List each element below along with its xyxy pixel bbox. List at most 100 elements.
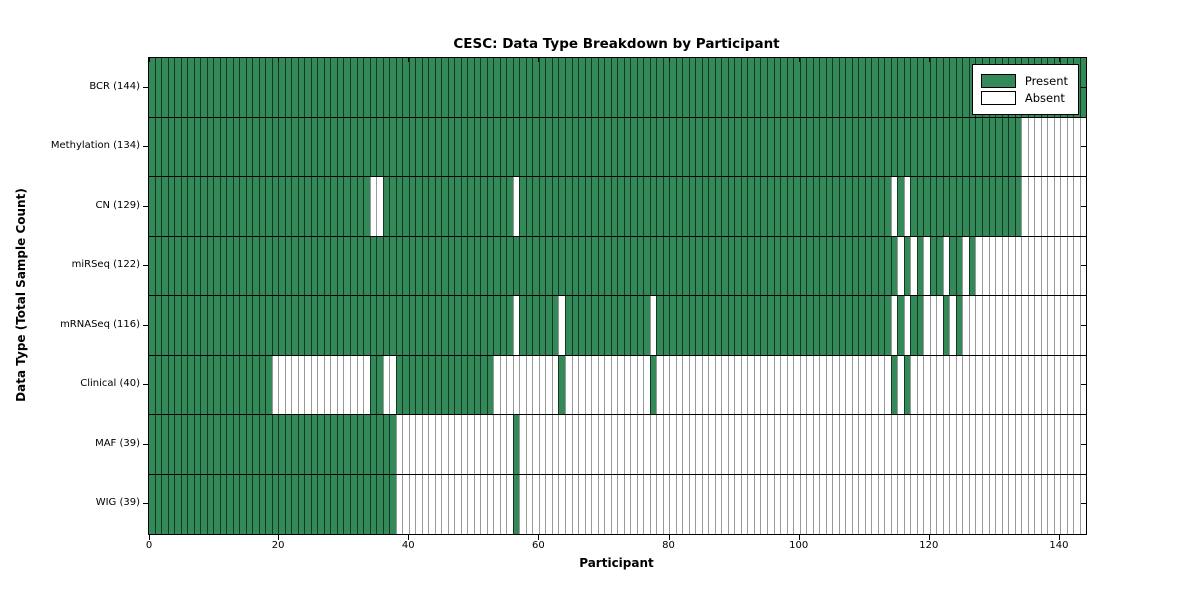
heatmap-cell xyxy=(1073,355,1080,414)
heatmap-cell xyxy=(682,58,689,117)
heatmap-cell xyxy=(955,58,963,117)
heatmap-cell xyxy=(656,296,663,355)
heatmap-cell xyxy=(382,236,390,295)
heatmap-cell xyxy=(682,415,689,474)
y-tick-label-cn: CN (129) xyxy=(95,199,140,211)
heatmap-cell xyxy=(753,117,761,176)
heatmap-cell xyxy=(708,58,715,117)
heatmap-cell xyxy=(845,177,852,236)
heatmap-cell xyxy=(610,474,618,534)
heatmap-cell xyxy=(682,177,689,236)
heatmap-cell xyxy=(871,474,878,534)
heatmap-cell xyxy=(336,117,344,176)
heatmap-cell xyxy=(454,415,461,474)
heatmap-cell xyxy=(180,117,188,176)
heatmap-cell xyxy=(936,355,943,414)
heatmap-cell xyxy=(1021,296,1028,355)
heatmap-cell xyxy=(402,58,409,117)
heatmap-cell xyxy=(584,117,592,176)
heatmap-cell xyxy=(701,177,709,236)
heatmap-cell xyxy=(578,117,585,176)
heatmap-cell xyxy=(988,236,996,295)
heatmap-cell xyxy=(538,296,546,355)
x-axis-title: Participant xyxy=(579,556,654,570)
heatmap-cell xyxy=(838,415,846,474)
heatmap-cell xyxy=(1008,296,1015,355)
heatmap-cell xyxy=(1014,296,1022,355)
heatmap-cell xyxy=(239,474,246,534)
heatmap-cell xyxy=(630,58,637,117)
heatmap-cell xyxy=(180,58,188,117)
heatmap-cell xyxy=(421,296,429,355)
heatmap-cell xyxy=(460,117,468,176)
heatmap-cell xyxy=(486,236,494,295)
heatmap-cell xyxy=(819,296,826,355)
heatmap-cell xyxy=(610,236,618,295)
heatmap-cell xyxy=(982,296,989,355)
heatmap-cell xyxy=(734,117,741,176)
heatmap-cell xyxy=(180,177,188,236)
heatmap-cell xyxy=(1027,117,1035,176)
heatmap-cell xyxy=(845,296,852,355)
heatmap-cell xyxy=(793,296,800,355)
heatmap-cell xyxy=(441,117,448,176)
heatmap-cell xyxy=(740,236,748,295)
heatmap-cell xyxy=(832,117,839,176)
heatmap-cell xyxy=(903,117,911,176)
heatmap-cell xyxy=(245,474,253,534)
heatmap-cell xyxy=(766,58,774,117)
heatmap-cell xyxy=(343,474,350,534)
heatmap-cell xyxy=(714,296,722,355)
heatmap-cell xyxy=(565,177,572,236)
heatmap-cell xyxy=(493,236,500,295)
heatmap-cell xyxy=(649,474,657,534)
heatmap-cell xyxy=(617,415,624,474)
heatmap-cell xyxy=(525,296,533,355)
heatmap-cell xyxy=(167,177,175,236)
heatmap-cell xyxy=(149,355,155,414)
heatmap-cell xyxy=(441,296,448,355)
heatmap-cell xyxy=(636,296,644,355)
heatmap-cell xyxy=(636,117,644,176)
heatmap-cell xyxy=(877,296,885,355)
heatmap-cell xyxy=(565,296,572,355)
heatmap-cell xyxy=(617,58,624,117)
heatmap-cell xyxy=(213,415,220,474)
heatmap-cell xyxy=(1066,177,1074,236)
heatmap-cell xyxy=(988,296,996,355)
heatmap-cell xyxy=(330,177,337,236)
heatmap-cell xyxy=(636,355,644,414)
heatmap-cell xyxy=(819,355,826,414)
heatmap-cell xyxy=(408,236,416,295)
heatmap-cell xyxy=(1047,296,1054,355)
heatmap-cell xyxy=(271,474,279,534)
legend: Present Absent xyxy=(971,64,1079,115)
heatmap-cell xyxy=(643,117,650,176)
heatmap-cell xyxy=(206,296,214,355)
heatmap-cell xyxy=(1060,415,1067,474)
heatmap-cell xyxy=(1040,117,1048,176)
heatmap-cell xyxy=(727,296,735,355)
heatmap-cell xyxy=(304,474,311,534)
heatmap-cell xyxy=(675,474,683,534)
heatmap-row-maf xyxy=(149,415,1087,475)
heatmap-cell xyxy=(271,236,279,295)
heatmap-cell xyxy=(890,177,898,236)
heatmap-cell xyxy=(688,117,696,176)
heatmap-cell xyxy=(656,177,663,236)
heatmap-cell xyxy=(532,117,539,176)
heatmap-cell xyxy=(219,58,227,117)
heatmap-cell xyxy=(363,236,370,295)
heatmap-cell xyxy=(982,236,989,295)
heatmap-cell xyxy=(1073,415,1080,474)
heatmap-cell xyxy=(304,355,311,414)
heatmap-cell xyxy=(278,296,285,355)
heatmap-cell xyxy=(167,117,175,176)
heatmap-cell xyxy=(149,474,155,534)
heatmap-cell xyxy=(154,415,162,474)
heatmap-cell xyxy=(649,355,657,414)
heatmap-cell xyxy=(630,355,637,414)
heatmap-cell xyxy=(551,58,559,117)
heatmap-cell xyxy=(949,296,956,355)
heatmap-cell xyxy=(786,296,794,355)
